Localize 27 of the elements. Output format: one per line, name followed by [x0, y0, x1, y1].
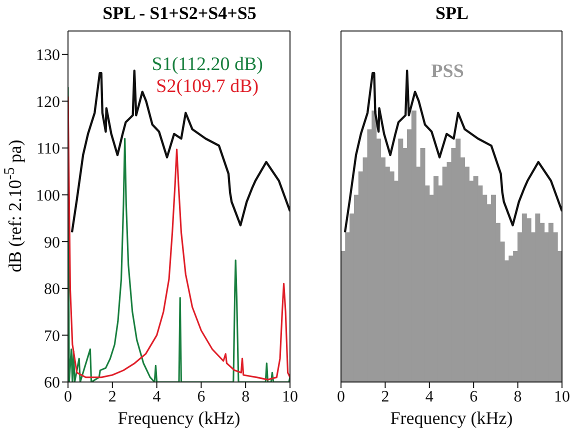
text: S1(112.20 dB)	[152, 54, 263, 76]
x-tick-label: 2	[381, 388, 390, 406]
x-axis-title: Frequency (kHz)	[118, 408, 240, 428]
x-axis-title: Frequency (kHz)	[390, 408, 513, 428]
y-tick-label: 70	[44, 328, 60, 345]
chart-title: SPL	[434, 3, 470, 24]
chart-title: SPL - S1+S2+S4+S5	[102, 3, 258, 24]
x-tick-label: 6	[470, 388, 478, 406]
x-tick-label: 10	[282, 388, 298, 406]
text: S2(109.7 dB)	[156, 76, 259, 98]
y-tick-label: 110	[36, 140, 60, 158]
x-tick-label: 4	[425, 388, 434, 406]
y-tick-label: 80	[44, 281, 60, 298]
y-tick-label: 130	[36, 47, 60, 64]
x-tick-label: 10	[554, 388, 570, 406]
y-tick-label: 100	[36, 187, 60, 204]
y-tick-label: 60	[44, 374, 60, 392]
x-tick-label: 2	[108, 388, 116, 406]
x-tick-label: 6	[197, 388, 206, 406]
x-tick-label: 8	[242, 388, 250, 406]
x-tick-label: 0	[64, 388, 72, 406]
series-label: PSS	[431, 61, 464, 84]
y-tick-label: 120	[36, 94, 60, 111]
x-tick-label: 4	[152, 388, 161, 406]
x-tick-label: 0	[337, 388, 345, 406]
x-tick-label: 8	[514, 388, 522, 406]
y-tick-label: 90	[44, 234, 60, 252]
